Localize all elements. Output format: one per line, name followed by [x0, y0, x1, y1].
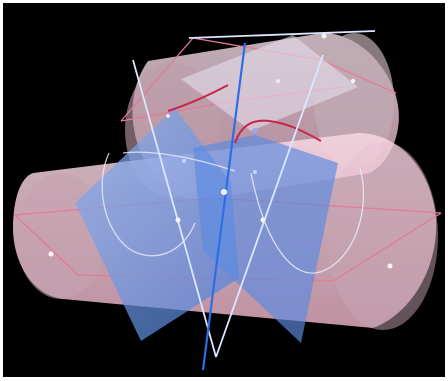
- top-plane: [181, 35, 358, 131]
- scene-canvas[interactable]: [3, 3, 445, 377]
- 3d-viewport[interactable]: [3, 3, 445, 377]
- intersecting-plane-right: [193, 135, 338, 343]
- surface-curves: [101, 151, 365, 274]
- vertical-axis: [201, 42, 247, 371]
- intersection-curve: [167, 84, 322, 144]
- pale-axes: [132, 30, 376, 358]
- scene-points: [48, 33, 393, 269]
